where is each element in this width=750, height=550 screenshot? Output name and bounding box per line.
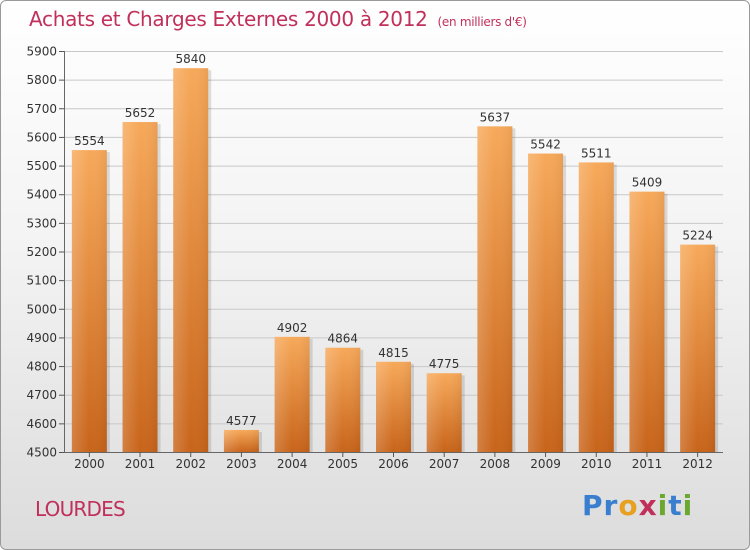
x-tick-label: 2000 [74,457,105,471]
bar-value-label: 5554 [74,134,105,148]
bar-value-label: 5652 [125,106,156,120]
y-tick-label: 5600 [26,130,57,144]
bar-value-label: 5224 [682,229,713,243]
y-tick-label: 5400 [26,188,57,202]
bar-value-label: 4775 [429,357,460,371]
bar-value-label: 5511 [581,146,612,160]
y-tick-label: 4500 [26,446,57,460]
proxiti-logo[interactable]: Proxiti [582,489,694,522]
bar-highlight [376,361,411,452]
bar-value-label: 4815 [378,346,409,360]
bar-value-label: 4577 [226,414,257,428]
x-tick-label: 2008 [480,457,511,471]
axis-layer: 4500 4600 4700 4800 4900 5000 5100 5200 5300 5400… [26,45,723,471]
x-tick-label: 2003 [226,457,257,471]
bar-highlight [71,150,107,452]
x-tick-label: 2001 [125,457,156,471]
bar-highlight [274,336,310,452]
bar-value-label: 4902 [277,321,308,335]
bar-highlight [173,68,209,452]
bar-value-label: 5840 [175,52,206,66]
bar-highlight [426,373,462,452]
chart-title: Achats et Charges Externes 2000 à 2012 (e… [29,7,527,31]
x-tick-label: 2006 [378,457,409,471]
bar-value-label: 5542 [530,138,561,152]
bar-highlight [223,429,259,452]
bar-layer: 5554 5652 5840 4577 4902 4864 4815 4775 5637 5542… [71,52,719,453]
x-tick-label: 2002 [175,457,206,471]
y-tick-label: 4800 [26,360,57,374]
x-tick-label: 2007 [429,457,460,471]
bar-value-label: 5409 [632,176,663,190]
y-tick-label: 5800 [26,73,57,87]
bar-highlight [680,244,716,452]
y-tick-label: 5200 [26,245,57,259]
y-tick-label: 5500 [26,159,57,173]
bar-highlight [578,162,614,452]
bar-highlight [528,153,564,452]
y-tick-label: 5700 [26,102,57,116]
x-tick-label: 2010 [581,457,612,471]
chart-title-text: Achats et Charges Externes 2000 à 2012 [29,7,428,31]
bar-highlight [629,191,665,453]
y-tick-label: 5100 [26,274,57,288]
bar-highlight [477,126,513,452]
bar-highlight [325,347,361,452]
x-tick-label: 2005 [328,457,359,471]
x-tick-label: 2004 [277,457,308,471]
y-tick-label: 4700 [26,388,57,402]
chart-unit-note: (en milliers d'€) [437,15,527,29]
bar-value-label: 5637 [480,110,511,124]
bar-highlight [122,122,158,452]
x-tick-label: 2011 [632,457,663,471]
x-tick-label: 2009 [530,457,561,471]
y-tick-label: 5900 [26,45,57,59]
y-tick-label: 4600 [26,417,57,431]
city-label: LOURDES [35,497,126,521]
y-tick-label: 5300 [26,216,57,230]
bar-value-label: 4864 [328,332,359,346]
x-tick-label: 2012 [682,457,713,471]
y-tick-label: 4900 [26,331,57,345]
y-tick-label: 5000 [26,302,57,316]
